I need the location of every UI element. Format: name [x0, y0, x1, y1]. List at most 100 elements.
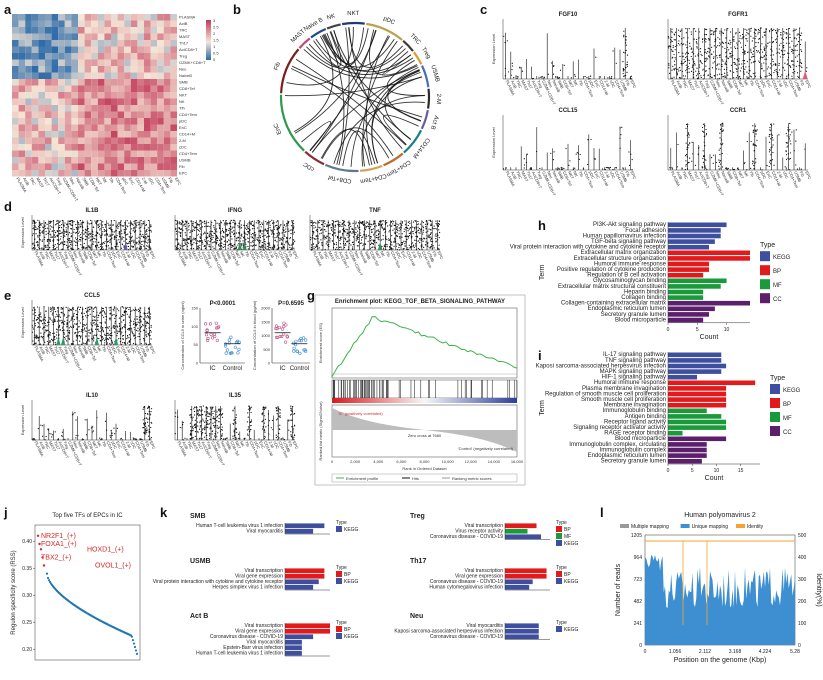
- heatmap-cell: [71, 92, 78, 99]
- violin-point: [626, 45, 627, 46]
- violin-point: [704, 34, 705, 35]
- heatmap-cell: [111, 151, 118, 158]
- violin-point: [77, 243, 78, 244]
- heatmap-cell: [144, 21, 151, 28]
- violin-point: [337, 220, 338, 221]
- violin-point: [106, 234, 107, 235]
- violin-point: [426, 235, 427, 236]
- violin-point: [42, 233, 43, 234]
- violin-point: [335, 225, 336, 226]
- violin-point: [628, 151, 629, 152]
- violin-plot-tnf: TNFPLASMAActBTRCMASTTh17ActCD8+TTregGZMK…: [310, 208, 445, 277]
- violin-point: [754, 32, 755, 33]
- violin-point: [801, 51, 802, 52]
- violin-point: [313, 244, 314, 245]
- heatmap-cell: [38, 131, 45, 138]
- violin-point: [258, 231, 259, 232]
- violin-point: [626, 50, 627, 51]
- violin-point: [770, 67, 771, 68]
- violin-point: [358, 222, 359, 223]
- violin-point: [237, 244, 238, 245]
- violin-point: [317, 248, 318, 249]
- heatmap-cell: [137, 27, 144, 34]
- violin-point: [279, 233, 280, 234]
- violin-point: [429, 247, 430, 248]
- violin-point: [32, 327, 33, 328]
- violin-point: [88, 228, 89, 229]
- violin-point: [793, 50, 794, 51]
- heatmap-cell: [58, 118, 65, 125]
- violin-point: [792, 64, 793, 65]
- heatmap-colorbar: 32.521.510.50: [206, 18, 219, 62]
- violin-point: [391, 244, 392, 245]
- violin-point: [62, 220, 63, 221]
- violin-point: [396, 224, 397, 225]
- violin-point: [67, 239, 68, 240]
- violin-point: [111, 243, 112, 244]
- heatmap-cell: [111, 105, 118, 112]
- violin-point: [197, 229, 198, 230]
- violin-point: [131, 222, 132, 223]
- violin-point: [770, 130, 771, 131]
- violin-point: [686, 32, 687, 33]
- violin-point: [721, 34, 722, 35]
- violin-point: [621, 127, 622, 128]
- violin-point: [750, 36, 751, 37]
- violin-point: [695, 55, 696, 56]
- violin-point: [720, 129, 721, 130]
- violin-point: [256, 222, 257, 223]
- violin-point: [693, 53, 694, 54]
- heatmap-cell: [164, 66, 171, 73]
- heatmap-cell: [124, 99, 131, 106]
- violin-point: [110, 225, 111, 226]
- violin-point: [365, 244, 366, 245]
- heatmap-cell: [118, 125, 125, 132]
- violin-point: [123, 229, 124, 230]
- violin-point: [249, 230, 250, 231]
- violin-point: [99, 228, 100, 229]
- violin-point: [375, 231, 376, 232]
- violin-point: [729, 53, 730, 54]
- heatmap-cell: [131, 92, 138, 99]
- violin-point: [278, 226, 279, 227]
- violin-point: [143, 245, 144, 246]
- violin-point: [74, 229, 75, 230]
- heatmap-cell: [25, 92, 32, 99]
- violin-point: [57, 231, 58, 232]
- violin-point: [791, 51, 792, 52]
- violin-point: [55, 224, 56, 225]
- heatmap-cell: [32, 47, 39, 54]
- violin-point: [216, 236, 217, 237]
- violin-point: [69, 238, 70, 239]
- violin-point: [119, 224, 120, 225]
- violin-point: [206, 237, 207, 238]
- violin-point: [208, 222, 209, 223]
- heatmap-cell: [78, 21, 85, 28]
- violin-point: [59, 230, 60, 231]
- violin-point: [671, 78, 672, 79]
- violin-point: [703, 124, 704, 125]
- violin-point: [569, 160, 570, 161]
- violin-point: [94, 220, 95, 221]
- heatmap-cell: [32, 164, 39, 171]
- heatmap-cell: [157, 138, 164, 145]
- violin-point: [260, 235, 261, 236]
- violin-point: [696, 43, 697, 44]
- violin-point: [410, 227, 411, 228]
- violin-point: [730, 55, 731, 56]
- violin-point: [753, 56, 754, 57]
- violin-point: [437, 239, 438, 240]
- violin-point: [363, 248, 364, 249]
- violin-point: [673, 47, 674, 48]
- violin-point: [735, 33, 736, 34]
- violin-point: [369, 228, 370, 229]
- violin-point: [758, 60, 759, 61]
- violin-point: [431, 221, 432, 222]
- violin-point: [44, 322, 45, 323]
- heatmap-cell: [38, 73, 45, 80]
- violin-point: [119, 234, 120, 235]
- violin-point: [536, 151, 537, 152]
- heatmap-cell: [71, 99, 78, 106]
- violin-point: [187, 246, 188, 247]
- violin-point: [757, 33, 758, 34]
